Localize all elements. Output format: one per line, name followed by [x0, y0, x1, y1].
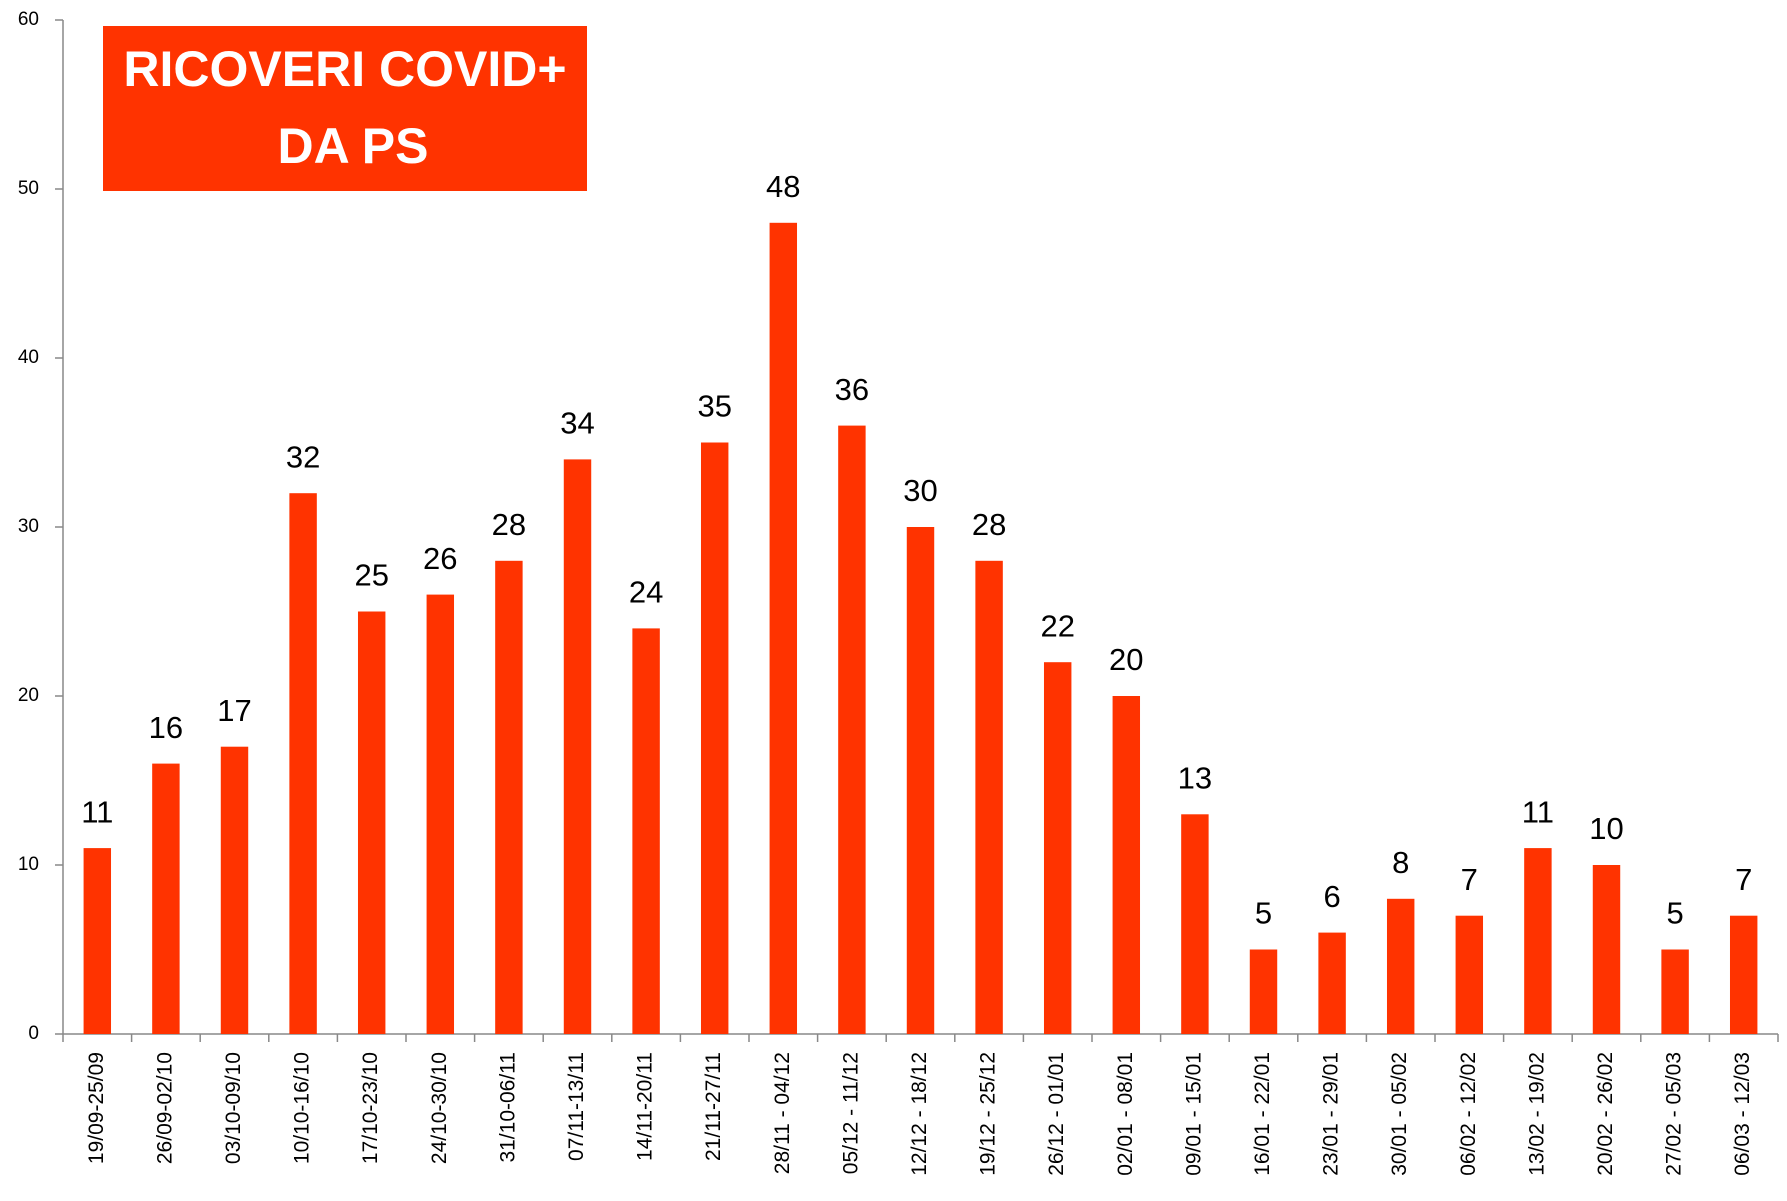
x-tick-label: 26/12 - 01/01 [1045, 1052, 1068, 1176]
bar [83, 848, 112, 1034]
bar [700, 442, 729, 1034]
data-label: 16 [149, 710, 183, 745]
x-tick-label: 26/09-02/10 [153, 1052, 176, 1164]
x-tick-label: 27/02 - 05/03 [1663, 1052, 1686, 1176]
x-tick-label: 06/03 - 12/03 [1731, 1052, 1754, 1176]
x-tick-label: 16/01 - 22/01 [1251, 1052, 1274, 1176]
data-label: 22 [1040, 608, 1074, 643]
x-tick-label: 06/02 - 12/02 [1457, 1052, 1480, 1176]
x-tick-label: 12/12 - 18/12 [908, 1052, 931, 1176]
bar [1043, 662, 1072, 1034]
bar [289, 493, 317, 1034]
x-tick-label: 02/01 - 08/01 [1114, 1052, 1137, 1176]
x-tick-label: 20/02 - 26/02 [1594, 1052, 1617, 1176]
data-label: 24 [629, 575, 663, 610]
bar [769, 222, 798, 1035]
data-label: 8 [1392, 845, 1409, 880]
bar [1386, 898, 1415, 1034]
data-label: 11 [81, 794, 113, 829]
data-label: 26 [423, 541, 457, 576]
y-tick-label: 60 [18, 9, 39, 30]
bar [1661, 949, 1689, 1034]
bar [838, 425, 866, 1035]
data-label: 13 [1178, 760, 1212, 795]
x-tick-label: 31/10-06/11 [496, 1052, 519, 1163]
y-tick-label: 10 [18, 854, 39, 875]
data-label: 11 [1522, 794, 1554, 829]
chart-title: DA PS [278, 118, 429, 174]
data-label: 7 [1735, 862, 1752, 897]
chart-title: RICOVERI COVID+ [123, 41, 566, 97]
y-tick-label: 20 [18, 685, 39, 706]
data-label: 5 [1255, 896, 1272, 931]
bar [1455, 915, 1484, 1034]
x-tick-label: 05/12 - 11/12 [839, 1052, 862, 1174]
y-tick-label: 40 [18, 347, 39, 368]
x-tick-label: 09/01 - 15/01 [1182, 1052, 1205, 1176]
x-tick-label: 10/10-16/10 [291, 1052, 314, 1164]
data-label: 28 [492, 507, 526, 542]
x-tick-label: 19/12 - 25/12 [977, 1052, 1000, 1176]
data-label: 30 [903, 473, 937, 508]
x-tick-label: 07/11-13/11 [565, 1052, 588, 1161]
bar [426, 594, 455, 1034]
bar [1729, 915, 1758, 1034]
bar [1112, 696, 1141, 1034]
data-label: 25 [354, 558, 388, 593]
y-tick-label: 0 [28, 1023, 39, 1044]
bar [357, 611, 386, 1034]
bar [1181, 814, 1209, 1034]
x-tick-label: 03/10-09/10 [222, 1052, 245, 1164]
data-label: 48 [766, 169, 800, 204]
bar [220, 746, 249, 1034]
x-tick-label: 30/01 - 05/02 [1388, 1052, 1411, 1176]
data-label: 10 [1589, 811, 1623, 846]
x-tick-label: 17/10-23/10 [359, 1052, 382, 1164]
bar [1592, 865, 1621, 1034]
x-tick-label: 24/10-30/10 [428, 1052, 451, 1164]
bar [1318, 932, 1346, 1034]
x-tick-label: 14/11-20/11 [634, 1052, 657, 1161]
bar [563, 459, 592, 1034]
data-label: 6 [1323, 879, 1340, 914]
bar [152, 763, 180, 1034]
data-label: 7 [1461, 862, 1478, 897]
data-label: 36 [835, 372, 869, 407]
data-label: 17 [217, 693, 251, 728]
bar [906, 527, 935, 1034]
data-label: 5 [1666, 896, 1683, 931]
y-tick-label: 50 [18, 178, 39, 199]
data-label: 35 [697, 389, 731, 424]
x-tick-label: 21/11-27/11 [702, 1052, 725, 1161]
bar [1524, 848, 1552, 1034]
data-label: 20 [1109, 642, 1143, 677]
x-tick-label: 28/11 - 04/12 [771, 1052, 794, 1174]
bar [1249, 949, 1278, 1034]
x-tick-label: 23/01 - 29/01 [1320, 1052, 1343, 1176]
x-tick-label: 13/02 - 19/02 [1525, 1052, 1548, 1176]
bar [495, 560, 523, 1034]
bar [632, 628, 660, 1034]
x-tick-label: 19/09-25/09 [85, 1052, 108, 1164]
y-tick-label: 30 [18, 516, 39, 537]
data-label: 32 [286, 439, 320, 474]
bar [975, 560, 1003, 1034]
data-label: 34 [560, 406, 594, 441]
title-box [103, 26, 587, 191]
data-label: 28 [972, 507, 1006, 542]
